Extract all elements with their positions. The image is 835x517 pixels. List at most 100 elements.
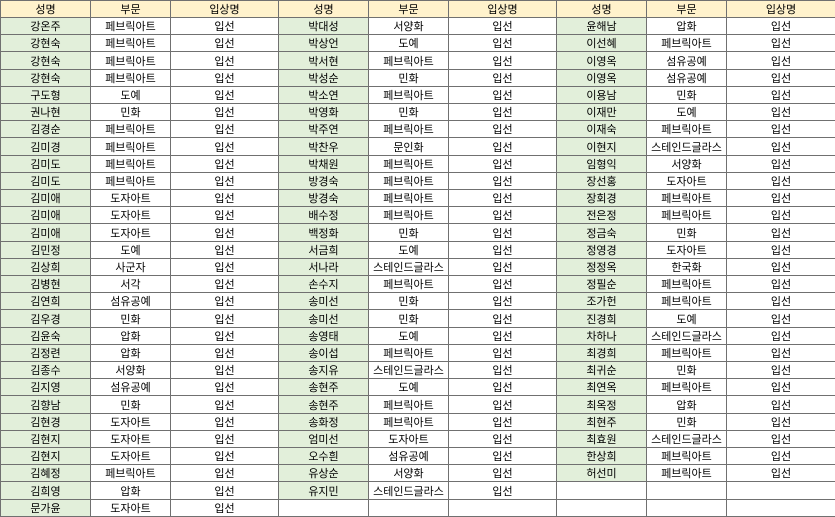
award-cell[interactable]: 입선 (726, 326, 835, 345)
name-cell[interactable]: 이재숙 (556, 120, 647, 139)
name-cell[interactable]: 최효원 (556, 429, 647, 449)
name-cell[interactable]: 방경숙 (278, 189, 369, 208)
category-cell[interactable]: 도자아트 (90, 206, 171, 225)
award-cell[interactable]: 입선 (726, 257, 835, 277)
award-cell[interactable]: 입선 (448, 103, 557, 122)
award-cell[interactable] (726, 498, 835, 517)
award-cell[interactable]: 입선 (726, 120, 835, 139)
category-cell[interactable]: 페브릭아트 (368, 343, 449, 363)
category-cell[interactable]: 사군자 (90, 257, 171, 277)
award-cell[interactable]: 입선 (726, 154, 835, 173)
category-cell[interactable]: 민화 (646, 361, 727, 380)
award-cell[interactable]: 입선 (726, 275, 835, 294)
award-cell[interactable]: 입선 (448, 257, 557, 277)
name-cell[interactable]: 방경숙 (278, 171, 369, 191)
award-cell[interactable]: 입선 (170, 137, 279, 156)
award-cell[interactable]: 입선 (448, 481, 557, 500)
category-cell[interactable]: 민화 (646, 223, 727, 242)
name-cell[interactable]: 최연옥 (556, 378, 647, 397)
category-cell[interactable]: 페브릭아트 (646, 34, 727, 53)
category-cell[interactable]: 페브릭아트 (368, 206, 449, 225)
name-cell[interactable]: 김지영 (0, 378, 91, 397)
award-cell[interactable]: 입선 (170, 120, 279, 139)
name-cell[interactable]: 손수지 (278, 275, 369, 294)
category-cell[interactable]: 페브릭아트 (368, 171, 449, 191)
name-cell[interactable]: 김향남 (0, 395, 91, 414)
name-cell[interactable]: 김상희 (0, 257, 91, 277)
award-cell[interactable]: 입선 (448, 447, 557, 466)
award-cell[interactable] (726, 481, 835, 500)
category-cell[interactable]: 도자아트 (90, 412, 171, 431)
category-cell[interactable]: 서각 (90, 275, 171, 294)
category-cell[interactable]: 스테인드글라스 (368, 257, 449, 277)
award-cell[interactable]: 입선 (170, 51, 279, 70)
header-cell-award[interactable]: 입상명 (726, 0, 835, 18)
award-cell[interactable]: 입선 (170, 85, 279, 105)
category-cell[interactable]: 섬유공예 (646, 51, 727, 70)
award-cell[interactable]: 입선 (448, 68, 557, 87)
category-cell[interactable]: 페브릭아트 (368, 275, 449, 294)
award-cell[interactable]: 입선 (726, 395, 835, 414)
award-cell[interactable]: 입선 (448, 240, 557, 259)
category-cell[interactable]: 민화 (90, 395, 171, 414)
category-cell[interactable]: 스테인드글라스 (368, 361, 449, 380)
award-cell[interactable]: 입선 (170, 240, 279, 259)
category-cell[interactable]: 스테인드글라스 (646, 326, 727, 345)
name-cell[interactable]: 이현지 (556, 137, 647, 156)
category-cell[interactable]: 페브릭아트 (90, 137, 171, 156)
name-cell[interactable]: 송현주 (278, 378, 369, 397)
category-cell[interactable]: 페브릭아트 (90, 51, 171, 70)
category-cell[interactable]: 페브릭아트 (646, 206, 727, 225)
name-cell[interactable]: 허선미 (556, 464, 647, 483)
name-cell[interactable]: 김정련 (0, 343, 91, 363)
name-cell[interactable]: 문가윤 (0, 498, 91, 517)
category-cell[interactable]: 페브릭아트 (90, 34, 171, 53)
award-cell[interactable]: 입선 (726, 223, 835, 242)
name-cell[interactable]: 정금숙 (556, 223, 647, 242)
name-cell[interactable]: 이용남 (556, 85, 647, 105)
award-cell[interactable]: 입선 (170, 464, 279, 483)
category-cell[interactable]: 페브릭아트 (646, 464, 727, 483)
name-cell[interactable] (278, 498, 369, 517)
name-cell[interactable]: 김우경 (0, 309, 91, 328)
category-cell[interactable]: 페브릭아트 (368, 51, 449, 70)
category-cell[interactable]: 페브릭아트 (90, 68, 171, 87)
category-cell[interactable]: 민화 (368, 68, 449, 87)
award-cell[interactable]: 입선 (448, 361, 557, 380)
name-cell[interactable]: 유상순 (278, 464, 369, 483)
award-cell[interactable]: 입선 (726, 171, 835, 191)
award-cell[interactable]: 입선 (726, 206, 835, 225)
category-cell[interactable]: 도자아트 (90, 189, 171, 208)
category-cell[interactable]: 도예 (368, 326, 449, 345)
name-cell[interactable]: 송이섭 (278, 343, 369, 363)
award-cell[interactable]: 입선 (170, 206, 279, 225)
award-cell[interactable]: 입선 (726, 137, 835, 156)
category-cell[interactable]: 페브릭아트 (646, 275, 727, 294)
category-cell[interactable]: 페브릭아트 (90, 154, 171, 173)
award-cell[interactable]: 입선 (170, 171, 279, 191)
category-cell[interactable]: 민화 (368, 103, 449, 122)
category-cell[interactable]: 압화 (90, 343, 171, 363)
award-cell[interactable]: 입선 (448, 171, 557, 191)
award-cell[interactable]: 입선 (448, 343, 557, 363)
name-cell[interactable]: 박성순 (278, 68, 369, 87)
category-cell[interactable]: 도자아트 (90, 498, 171, 517)
name-cell[interactable]: 박채원 (278, 154, 369, 173)
name-cell[interactable]: 김미도 (0, 154, 91, 173)
category-cell[interactable]: 페브릭아트 (368, 189, 449, 208)
award-cell[interactable]: 입선 (448, 326, 557, 345)
award-cell[interactable]: 입선 (726, 292, 835, 311)
award-cell[interactable]: 입선 (170, 68, 279, 87)
name-cell[interactable]: 김현경 (0, 412, 91, 431)
award-cell[interactable]: 입선 (726, 16, 835, 36)
category-cell[interactable]: 페브릭아트 (646, 447, 727, 466)
award-cell[interactable]: 입선 (170, 275, 279, 294)
category-cell[interactable]: 도예 (646, 309, 727, 328)
award-cell[interactable]: 입선 (726, 189, 835, 208)
name-cell[interactable]: 강현숙 (0, 51, 91, 70)
name-cell[interactable]: 김미애 (0, 206, 91, 225)
name-cell[interactable]: 정영경 (556, 240, 647, 259)
category-cell[interactable]: 페브릭아트 (646, 189, 727, 208)
award-cell[interactable]: 입선 (448, 206, 557, 225)
name-cell[interactable]: 김현지 (0, 447, 91, 466)
